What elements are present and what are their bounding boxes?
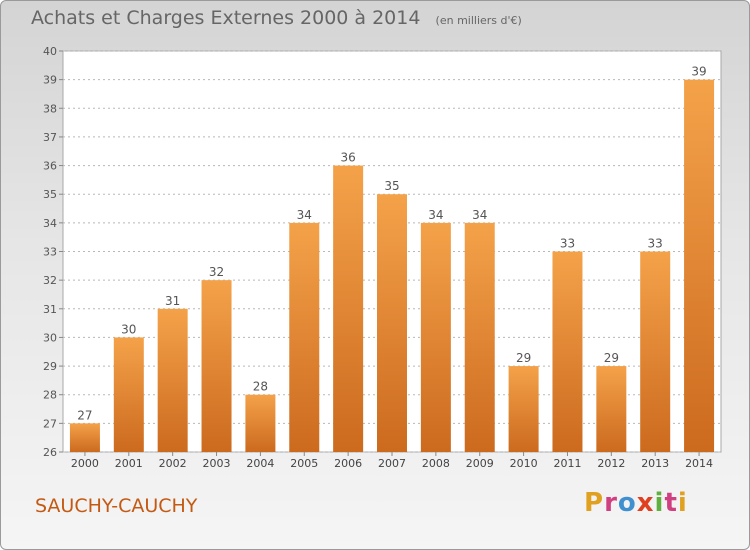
x-tick-label: 2008	[422, 457, 450, 470]
title-block: Achats et Charges Externes 2000 à 2014 (…	[31, 7, 522, 29]
bar	[69, 423, 100, 452]
logo-letter: P	[584, 488, 605, 518]
y-tick-label: 36	[43, 160, 57, 173]
bar	[684, 79, 715, 453]
data-labels: 27 30 31 32 28 34 36 35 34 34 29 33 29 33 39	[77, 65, 706, 423]
data-label: 28	[253, 380, 268, 394]
x-tick-label: 2000	[71, 457, 99, 470]
data-label: 33	[648, 237, 663, 251]
data-label: 27	[77, 408, 92, 422]
bar	[113, 337, 144, 452]
logo-letter: i	[654, 488, 665, 518]
proxiti-logo: Proxiti	[584, 488, 688, 518]
bar	[377, 194, 407, 452]
y-tick-label: 38	[43, 102, 57, 115]
data-label: 34	[297, 208, 312, 222]
y-tick-label: 33	[43, 246, 57, 259]
y-tick-label: 26	[43, 446, 57, 459]
bar	[289, 222, 320, 452]
x-tick-label: 2010	[510, 457, 538, 470]
logo-letter: r	[604, 488, 618, 518]
x-tick-label: 2014	[685, 457, 713, 470]
y-tick-label: 28	[43, 389, 57, 402]
x-tick-label: 2012	[597, 457, 625, 470]
y-tick-label: 31	[43, 303, 57, 316]
data-label: 30	[121, 322, 136, 336]
x-tick-label: 2005	[290, 457, 318, 470]
data-label: 32	[209, 265, 224, 279]
y-tick-label: 35	[43, 188, 57, 201]
y-tick-label: 32	[43, 274, 57, 287]
data-label: 29	[516, 351, 531, 365]
x-tick-label: 2001	[115, 457, 143, 470]
bar	[157, 308, 188, 452]
bar	[333, 165, 364, 453]
data-label: 36	[340, 151, 355, 165]
data-label: 34	[428, 208, 443, 222]
data-label: 31	[165, 294, 180, 308]
y-tick-label: 27	[43, 417, 57, 430]
bar	[640, 251, 671, 452]
place-name: SAUCHY-CAUCHY	[35, 495, 198, 517]
chart-title: Achats et Charges Externes 2000 à 2014	[31, 7, 421, 29]
x-tick-label: 2009	[466, 457, 494, 470]
logo-letter: x	[636, 488, 655, 518]
chart-subtitle: (en milliers d'€)	[435, 14, 522, 27]
x-tick-label: 2004	[246, 457, 274, 470]
bar	[420, 222, 451, 452]
logo-letter: o	[617, 488, 637, 518]
bar	[508, 366, 539, 452]
logo-letter: i	[677, 488, 688, 518]
bar	[464, 222, 495, 452]
y-tick-label: 30	[43, 331, 57, 344]
data-label: 29	[604, 351, 619, 365]
bar	[552, 251, 583, 452]
y-tick-label: 34	[43, 217, 57, 230]
x-tick-label: 2006	[334, 457, 362, 470]
bar	[201, 280, 232, 452]
bar	[245, 394, 276, 452]
data-label: 34	[472, 208, 487, 222]
x-tick-label: 2013	[641, 457, 669, 470]
data-label: 39	[691, 65, 706, 79]
logo-letter: t	[664, 488, 678, 518]
x-tick-label: 2011	[553, 457, 581, 470]
y-tick-label: 29	[43, 360, 57, 373]
x-axis: 2000 2001 2002 2003 2004 2005 2006 2007 2008 2009…	[71, 452, 713, 470]
data-label: 33	[560, 237, 575, 251]
x-tick-label: 2002	[159, 457, 187, 470]
y-tick-label: 37	[43, 131, 57, 144]
data-label: 35	[384, 179, 399, 193]
y-tick-label: 39	[43, 74, 57, 87]
y-tick-label: 40	[43, 45, 57, 58]
bar	[596, 366, 627, 452]
x-tick-label: 2003	[203, 457, 231, 470]
y-axis: 26 27 28 29 30 31 32 33 34 35 36 37 38 39 40	[43, 45, 63, 459]
bars	[69, 79, 715, 453]
x-tick-label: 2007	[378, 457, 406, 470]
